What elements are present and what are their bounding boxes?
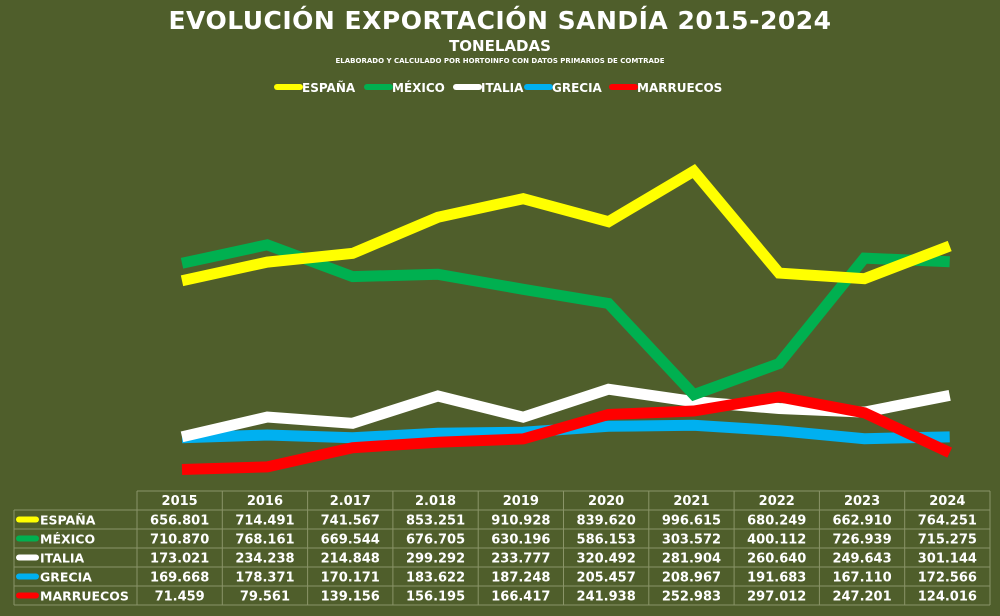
table-cell: 839.620 bbox=[577, 514, 636, 529]
table-cell: 726.939 bbox=[832, 533, 891, 548]
table-cell: 233.777 bbox=[491, 552, 550, 567]
table-row-label-italia: ITALIA bbox=[40, 551, 84, 566]
table-cell: 178.371 bbox=[235, 571, 294, 586]
table-cell: 853.251 bbox=[406, 514, 465, 529]
table-cell: 996.615 bbox=[662, 514, 721, 529]
table-cell: 172.566 bbox=[918, 571, 977, 586]
table-cell: 214.848 bbox=[321, 552, 380, 567]
chart-title: EVOLUCIÓN EXPORTACIÓN SANDÍA 2015-2024 bbox=[168, 6, 832, 35]
table-header-cell: 2020 bbox=[588, 494, 624, 509]
table-cell: 183.622 bbox=[406, 571, 465, 586]
table-header-cell: 2.017 bbox=[330, 494, 371, 509]
table-row-label-grecia: GRECIA bbox=[40, 570, 92, 585]
table-cell: 630.196 bbox=[491, 533, 550, 548]
table-cell: 247.201 bbox=[832, 590, 891, 605]
table-cell: 680.249 bbox=[747, 514, 806, 529]
table-cell: 741.567 bbox=[321, 514, 380, 529]
table-cell: 320.492 bbox=[577, 552, 636, 567]
legend-label-italia: ITALIA bbox=[481, 81, 524, 95]
table-cell: 656.801 bbox=[150, 514, 209, 529]
legend-label-mexico: MÉXICO bbox=[392, 80, 445, 95]
series-line-espana bbox=[180, 163, 952, 287]
table-header-cell: 2.018 bbox=[415, 494, 456, 509]
table-row-label-espana: ESPAÑA bbox=[40, 513, 96, 528]
table-cell: 156.195 bbox=[406, 590, 465, 605]
table-cell: 187.248 bbox=[491, 571, 550, 586]
table-cell: 167.110 bbox=[832, 571, 891, 586]
table-cell: 208.967 bbox=[662, 571, 721, 586]
legend-label-marruecos: MARRUECOS bbox=[637, 81, 722, 95]
table-cell: 676.705 bbox=[406, 533, 465, 548]
table-cell: 249.643 bbox=[832, 552, 891, 567]
table-cell: 281.904 bbox=[662, 552, 721, 567]
table-cell: 400.112 bbox=[747, 533, 806, 548]
table-cell: 252.983 bbox=[662, 590, 721, 605]
table-cell: 764.251 bbox=[918, 514, 977, 529]
table-header-cell: 2022 bbox=[759, 494, 795, 509]
table-cell: 205.457 bbox=[577, 571, 636, 586]
table-cell: 301.144 bbox=[918, 552, 977, 567]
table-header-cell: 2021 bbox=[673, 494, 709, 509]
table-cell: 768.161 bbox=[235, 533, 294, 548]
table-cell: 586.153 bbox=[577, 533, 636, 548]
table-cell: 714.491 bbox=[235, 514, 294, 529]
chart-subtitle: TONELADAS bbox=[449, 37, 551, 55]
table-cell: 260.640 bbox=[747, 552, 806, 567]
table-header-cell: 2023 bbox=[844, 494, 880, 509]
table-cell: 191.683 bbox=[747, 571, 806, 586]
table-header-cell: 2015 bbox=[162, 494, 198, 509]
legend-label-grecia: GRECIA bbox=[552, 81, 603, 95]
series-line-marruecos bbox=[181, 391, 953, 475]
table-cell: 71.459 bbox=[155, 590, 205, 605]
table-row-label-marruecos: MARRUECOS bbox=[40, 589, 129, 604]
table-cell: 910.928 bbox=[491, 514, 550, 529]
table-cell: 79.561 bbox=[240, 590, 290, 605]
table-cell: 234.238 bbox=[235, 552, 294, 567]
source-note: ELABORADO Y CALCULADO POR HORTOINFO CON … bbox=[335, 57, 665, 65]
table-cell: 662.910 bbox=[832, 514, 891, 529]
table-cell: 299.292 bbox=[406, 552, 465, 567]
table-header-cell: 2024 bbox=[929, 494, 965, 509]
table-header-cell: 2019 bbox=[503, 494, 539, 509]
table-cell: 669.544 bbox=[321, 533, 380, 548]
table-cell: 124.016 bbox=[918, 590, 977, 605]
table-cell: 297.012 bbox=[747, 590, 806, 605]
table-row-label-mexico: MÉXICO bbox=[40, 532, 95, 547]
table-cell: 170.171 bbox=[321, 571, 380, 586]
legend-label-espana: ESPAÑA bbox=[302, 80, 356, 95]
table-cell: 166.417 bbox=[491, 590, 550, 605]
table-cell: 715.275 bbox=[918, 533, 977, 548]
table-cell: 169.668 bbox=[150, 571, 209, 586]
table-cell: 710.870 bbox=[150, 533, 209, 548]
series-line-mexico bbox=[180, 239, 950, 402]
table-cell: 139.156 bbox=[321, 590, 380, 605]
table-header-cell: 2016 bbox=[247, 494, 283, 509]
table-cell: 303.572 bbox=[662, 533, 721, 548]
table-cell: 173.021 bbox=[150, 552, 209, 567]
table-cell: 241.938 bbox=[577, 590, 636, 605]
